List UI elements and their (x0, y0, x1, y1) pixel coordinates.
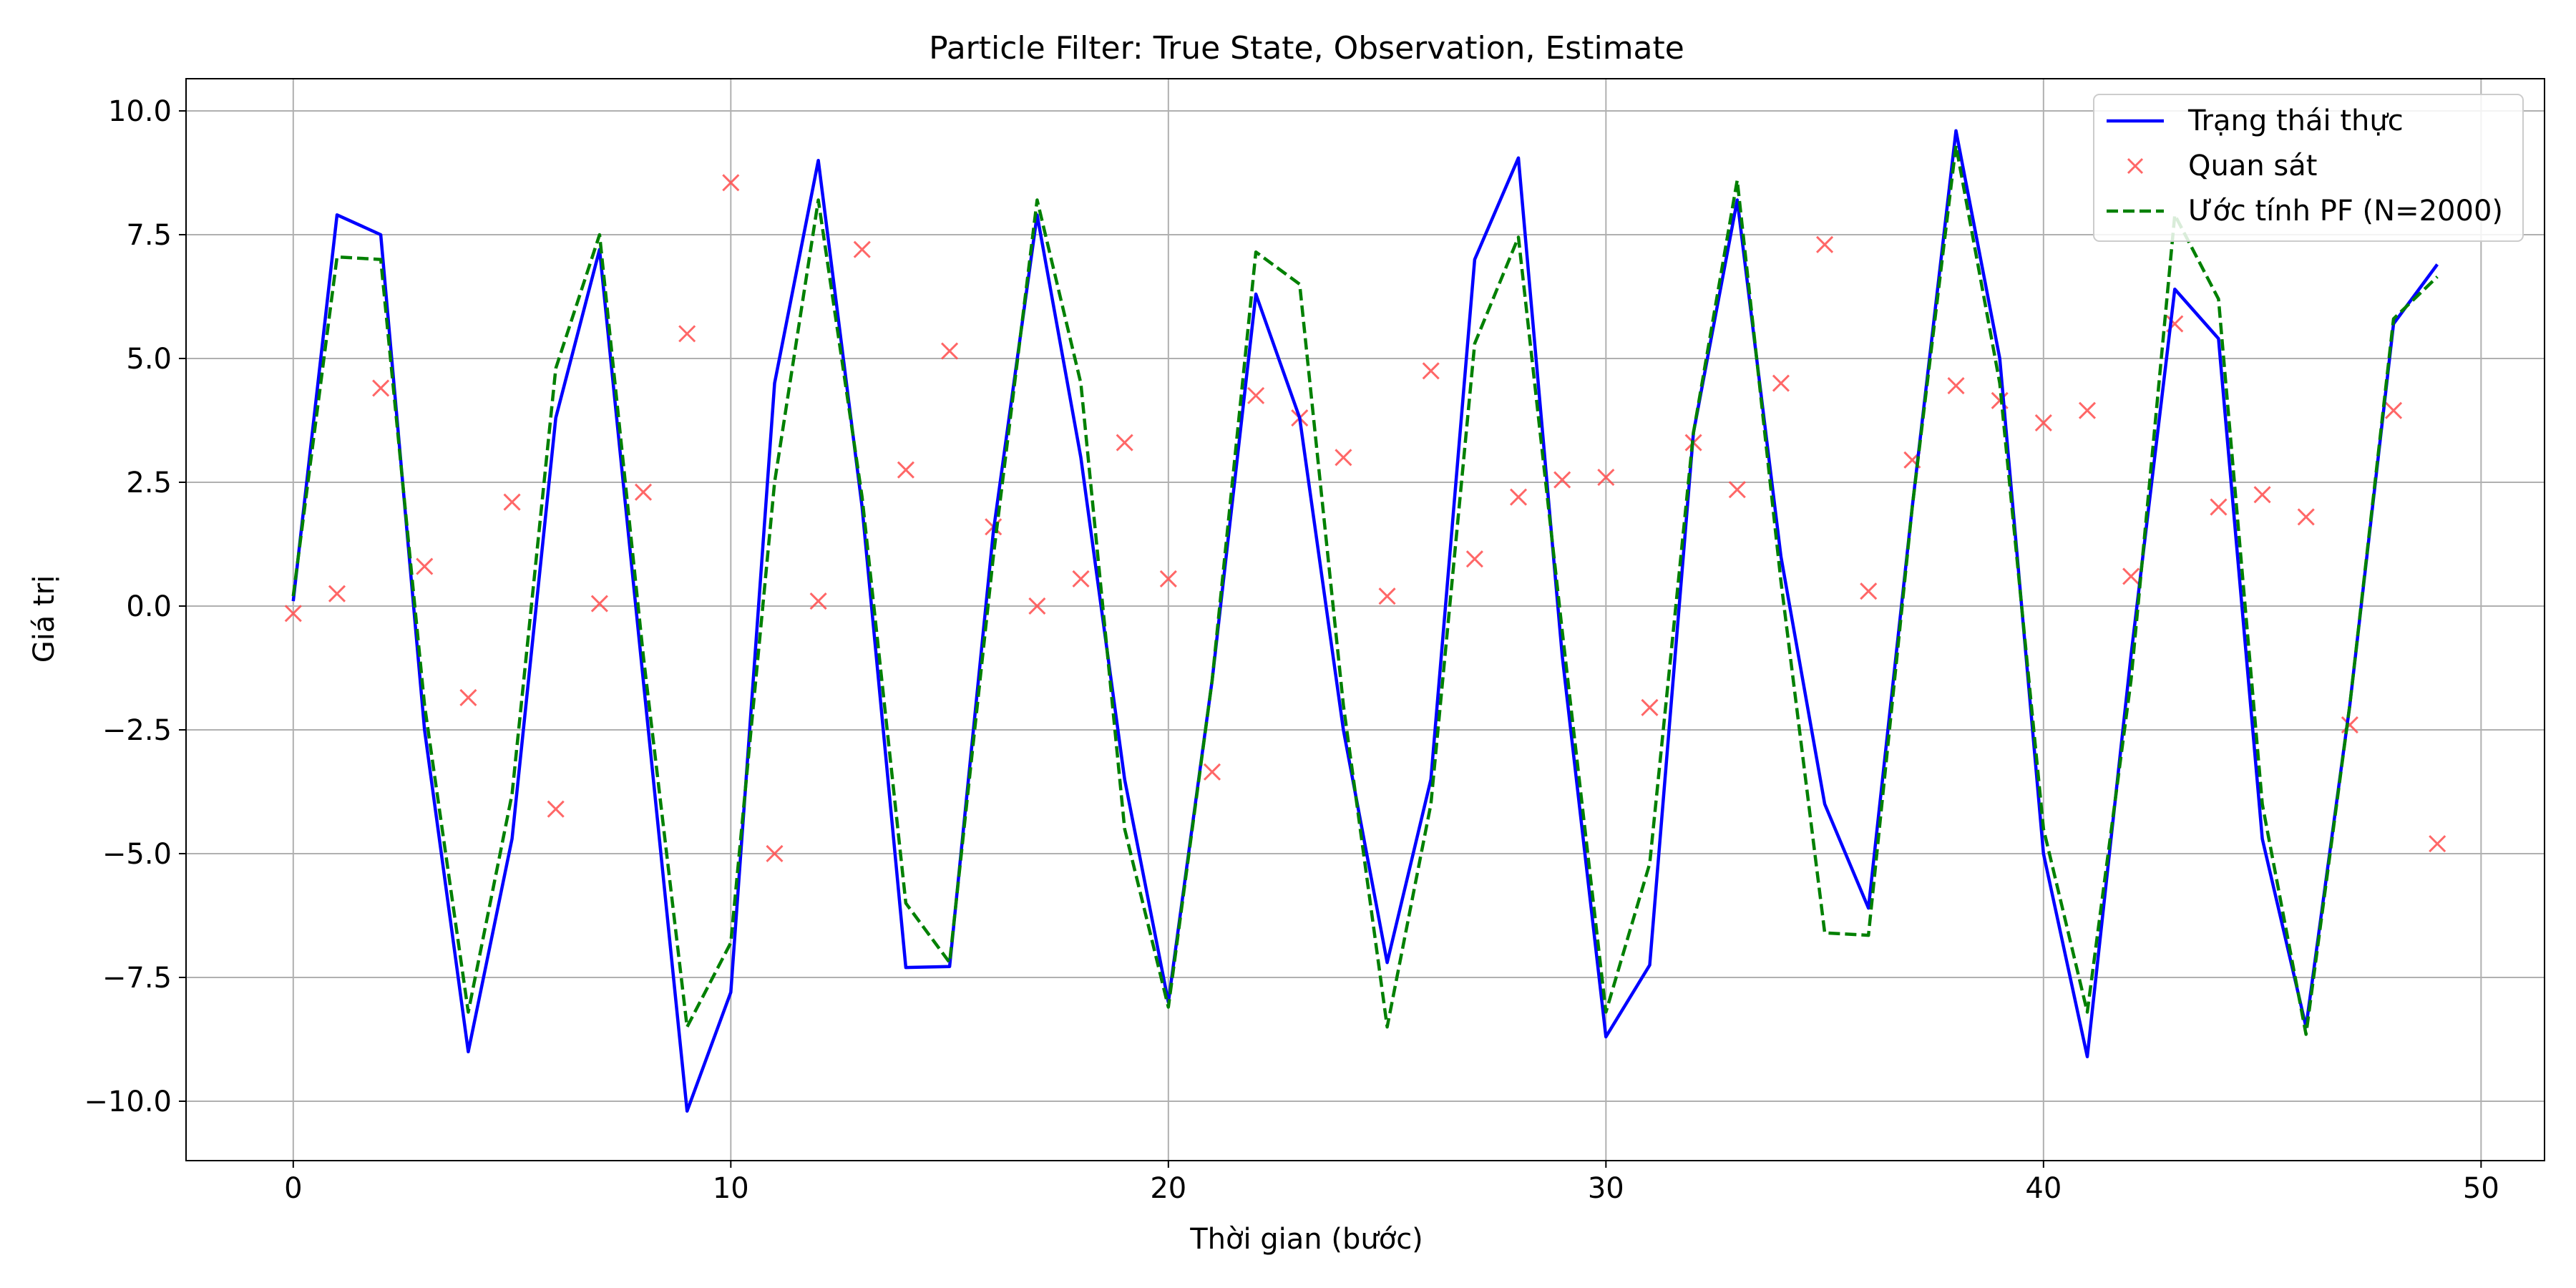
x-tick-label: 40 (2025, 1172, 2062, 1205)
data-point-observation (416, 557, 434, 575)
data-point-observation (284, 605, 302, 623)
data-point-observation (372, 379, 390, 397)
data-point-observation (1772, 374, 1790, 392)
data-point-observation (1335, 449, 1352, 467)
x-tick-label: 20 (1150, 1172, 1186, 1205)
data-point-observation (459, 688, 477, 707)
data-point-observation (1116, 434, 1133, 452)
data-point-observation (1641, 698, 1659, 716)
y-tick-label: −7.5 (102, 962, 172, 995)
data-point-observation (722, 174, 740, 192)
data-point-observation (1072, 570, 1090, 587)
x-tick-label: 10 (713, 1172, 749, 1205)
legend-item-pf-estimate: Ước tính PF (N=2000) (2107, 195, 2503, 228)
data-point-observation (328, 585, 346, 602)
y-axis-label: Giá trị (28, 575, 61, 663)
ticks-layer: 0 10 20 30 40 50 −10.0 −7.5 −5.0 −2.5 0.0 2.5 5.0 7.5… (84, 95, 2499, 1205)
data-point-observation (678, 325, 696, 343)
data-point-observation (1553, 471, 1571, 489)
data-point-observation (1203, 763, 1221, 781)
legend-box (2093, 94, 2524, 242)
x-tick-label: 30 (1588, 1172, 1624, 1205)
data-point-observation (2034, 414, 2052, 431)
data-point-observation (1378, 587, 1396, 605)
data-point-observation (2122, 567, 2140, 585)
data-point-observation (897, 461, 914, 479)
data-point-observation (2297, 508, 2315, 526)
y-tick-label: 0.0 (126, 590, 172, 623)
data-point-observation (1597, 468, 1615, 487)
y-tick-label: −2.5 (102, 714, 172, 747)
series-line-true-state (291, 129, 2439, 1113)
legend-label-observation: Quan sát (2188, 150, 2317, 182)
data-point-observation (766, 844, 784, 863)
legend-item-true-state: Trạng thái thực (2107, 104, 2404, 137)
legend-label-true-state: Trạng thái thực (2187, 104, 2404, 137)
data-point-observation (1947, 376, 1965, 395)
y-tick-label: 10.0 (108, 95, 172, 128)
y-tick-label: 5.0 (126, 343, 172, 376)
data-point-observation (2429, 835, 2446, 853)
data-point-observation (634, 483, 653, 501)
data-point-observation (547, 800, 565, 818)
x-tick-label: 0 (284, 1172, 302, 1205)
data-point-observation (2384, 401, 2403, 419)
data-point-observation (1159, 570, 1177, 587)
y-tick-label: 7.5 (126, 219, 172, 252)
data-point-observation (1028, 597, 1046, 615)
data-point-observation (1247, 386, 1265, 404)
data-point-observation (1728, 481, 1746, 499)
series-line-pf-estimate (291, 144, 2439, 1036)
legend-label-pf-estimate: Ước tính PF (N=2000) (2188, 195, 2503, 228)
data-point-observation (941, 342, 959, 360)
data-point-observation (2341, 716, 2358, 734)
x-axis-label: Thời gian (bước) (1189, 1223, 1423, 1256)
chart-title: Particle Filter: True State, Observation… (929, 30, 1684, 67)
y-tick-label: −5.0 (102, 838, 172, 871)
x-tick-label: 50 (2463, 1172, 2499, 1205)
legend-swatch-observation (2127, 157, 2144, 175)
data-point-observation (1860, 582, 1878, 600)
grid-layer (186, 79, 2545, 1161)
data-point-observation (1509, 488, 1528, 506)
data-point-observation (1816, 235, 1834, 253)
series-layer (284, 129, 2446, 1113)
plot-frame (185, 78, 2545, 1161)
y-tick-label: 2.5 (126, 467, 172, 499)
legend-item-observation: Quan sát (2127, 150, 2317, 182)
data-point-observation (590, 595, 608, 613)
data-point-observation (1422, 362, 1440, 380)
data-point-observation (2210, 498, 2228, 516)
data-point-observation (853, 240, 871, 258)
data-point-observation (809, 592, 827, 610)
data-point-observation (1465, 550, 1483, 568)
data-point-observation (2078, 401, 2097, 419)
data-point-observation (2253, 486, 2271, 504)
y-tick-label: −10.0 (84, 1085, 172, 1118)
legend: Trạng thái thực Quan sát Ước tính PF (N=… (2093, 94, 2524, 242)
data-point-observation (503, 493, 521, 511)
